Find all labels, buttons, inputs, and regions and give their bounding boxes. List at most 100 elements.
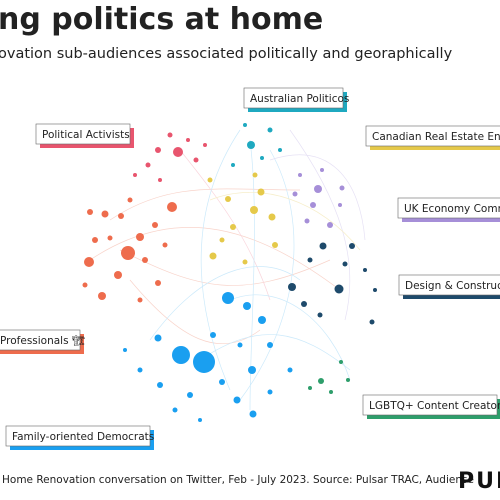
node: [292, 191, 298, 197]
node: [237, 342, 243, 348]
edge: [249, 139, 255, 411]
node: [243, 123, 247, 127]
node: [203, 143, 207, 147]
node: [225, 196, 231, 202]
node: [121, 246, 135, 260]
node: [222, 292, 234, 304]
node: [145, 162, 151, 168]
node: [260, 156, 264, 160]
node: [101, 210, 109, 218]
edge: [129, 279, 261, 345]
node: [310, 202, 316, 208]
node: [114, 271, 122, 279]
node: [82, 282, 88, 288]
node: [249, 410, 257, 418]
node: [172, 407, 178, 413]
node: [137, 367, 143, 373]
label-box: [243, 87, 344, 109]
node: [209, 252, 217, 260]
node: [107, 235, 113, 241]
node: [334, 284, 344, 294]
node: [339, 185, 345, 191]
edge: [239, 149, 295, 401]
node: [233, 396, 241, 404]
node: [349, 243, 355, 249]
subtitle: ovation sub-audiences associated politic…: [0, 46, 453, 62]
node: [250, 206, 258, 214]
node: [84, 257, 94, 267]
node: [136, 233, 144, 241]
node: [133, 173, 137, 177]
edge: [199, 334, 351, 371]
node: [162, 242, 168, 248]
node: [287, 367, 293, 373]
edge: [109, 188, 301, 221]
edge: [149, 266, 301, 341]
label-box: [35, 123, 131, 145]
node: [319, 242, 327, 250]
node: [123, 348, 127, 352]
label-box: [5, 425, 151, 447]
node: [155, 280, 161, 286]
node: [369, 319, 375, 325]
node: [207, 177, 213, 183]
edge: [119, 249, 331, 286]
node: [198, 418, 202, 422]
node: [267, 389, 273, 395]
node: [87, 209, 93, 215]
node: [267, 342, 273, 348]
edge: [229, 294, 351, 381]
edge: [179, 149, 271, 301]
node: [142, 257, 148, 263]
node: [158, 178, 162, 182]
node: [118, 213, 124, 219]
label-text: Political Activists: [42, 129, 130, 141]
label-box: [362, 394, 498, 416]
node: [172, 346, 190, 364]
label-box: [397, 197, 500, 219]
edge: [89, 226, 341, 291]
node: [317, 312, 323, 318]
node: [167, 132, 173, 138]
node: [267, 127, 273, 133]
node: [346, 378, 350, 382]
node: [301, 301, 307, 307]
label-text: LGBTQ+ Content Creators: [369, 400, 500, 412]
nodes: [82, 123, 377, 422]
node: [231, 163, 235, 167]
edges: [89, 129, 366, 411]
node: [157, 382, 163, 388]
node: [193, 351, 215, 373]
node: [314, 185, 322, 193]
label-text: Design & Constructio: [405, 280, 500, 292]
node: [92, 237, 98, 243]
node: [242, 259, 248, 265]
node: [186, 138, 190, 142]
node: [339, 360, 343, 364]
title: ng politics at home: [0, 2, 323, 37]
node: [278, 148, 282, 152]
node: [318, 378, 324, 384]
node: [154, 334, 162, 342]
node: [137, 297, 143, 303]
node: [243, 302, 251, 310]
node: [342, 261, 348, 267]
node: [152, 222, 158, 228]
label-box: [0, 329, 81, 351]
label-text: Australian Politicos: [250, 93, 349, 105]
label-text: UK Economy Comme: [404, 203, 500, 215]
node: [127, 197, 133, 203]
logo: PUL: [458, 469, 500, 494]
edge: [200, 129, 241, 391]
node: [230, 224, 236, 230]
node: [338, 203, 342, 207]
node: [247, 141, 255, 149]
labels: Political Activists Australian Politicos C…: [0, 87, 500, 450]
node: [268, 213, 276, 221]
node: [219, 379, 225, 385]
node: [187, 392, 193, 398]
label-text: Family-oriented Democrats: [12, 431, 154, 443]
label-text: Canadian Real Estate Enthu: [372, 131, 500, 143]
node: [258, 316, 266, 324]
